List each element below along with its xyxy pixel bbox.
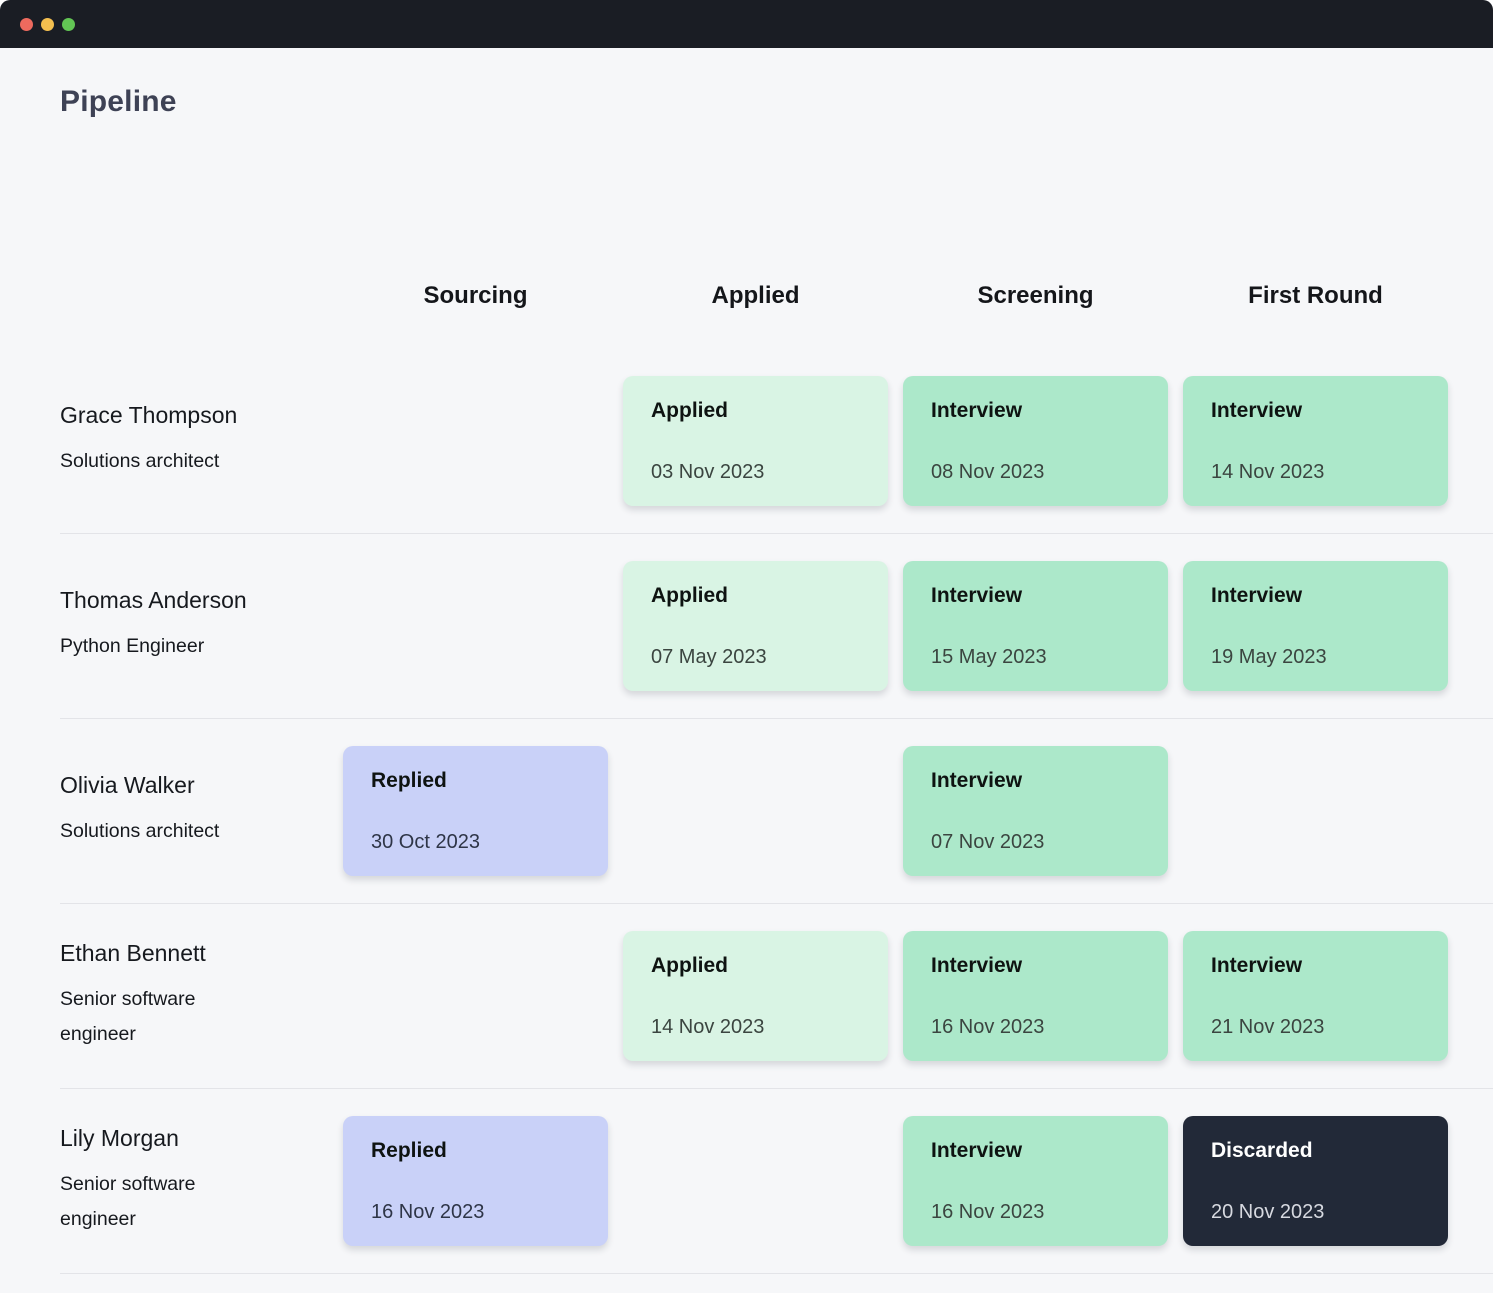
candidate-name: Grace Thompson — [60, 402, 238, 429]
candidate-cell: Lily Morgan Senior software engineer — [60, 1125, 328, 1237]
stage-header-row: Sourcing Applied Screening First Round — [60, 282, 1493, 310]
stage-card-date: 16 Nov 2023 — [931, 1201, 1045, 1223]
candidate-role: Senior software engineer — [60, 1172, 196, 1230]
stage-card-date: 16 Nov 2023 — [371, 1201, 485, 1223]
stage-cell-first-round: Interview 19 May 2023 — [1183, 561, 1448, 691]
stage-cell-applied: Applied 07 May 2023 — [623, 561, 888, 691]
minimize-window-button[interactable] — [41, 17, 54, 31]
candidate-name: Ethan Bennett — [60, 939, 206, 966]
stage-card-status: Interview — [931, 769, 1023, 792]
stage-cell-first-round: Discarded 20 Nov 2023 — [1183, 1116, 1448, 1246]
stage-card-date: 07 May 2023 — [651, 646, 767, 668]
stage-card-status: Replied — [371, 1139, 447, 1162]
stage-card-status: Applied — [651, 584, 728, 607]
stage-card-status: Interview — [931, 399, 1023, 422]
stage-card-date: 30 Oct 2023 — [371, 831, 480, 853]
stage-card[interactable]: Discarded 20 Nov 2023 — [1183, 1116, 1448, 1246]
stage-card-status: Applied — [651, 954, 728, 977]
stage-card-date: 15 May 2023 — [931, 646, 1047, 668]
candidate-column-spacer — [60, 282, 328, 310]
stage-card-status: Discarded — [1211, 1139, 1313, 1162]
candidate-role: Senior software engineer — [60, 987, 196, 1045]
main-content: Pipeline Sourcing Applied Screening Firs… — [0, 48, 1493, 1274]
candidate-cell: Ethan Bennett Senior software engineer — [60, 940, 328, 1052]
pipeline-row: Grace Thompson Solutions architect Appli… — [60, 349, 1493, 534]
stage-card[interactable]: Interview 21 Nov 2023 — [1183, 931, 1448, 1061]
stage-card[interactable]: Interview 14 Nov 2023 — [1183, 376, 1448, 506]
page-title: Pipeline — [60, 85, 177, 118]
stage-card-date: 07 Nov 2023 — [931, 831, 1045, 853]
stage-card-date: 14 Nov 2023 — [651, 1016, 765, 1038]
zoom-window-button[interactable] — [62, 17, 75, 31]
column-header-sourcing: Sourcing — [423, 282, 528, 309]
stage-cell-applied: Applied 03 Nov 2023 — [623, 376, 888, 506]
candidate-name: Lily Morgan — [60, 1124, 179, 1151]
stage-cell-sourcing — [343, 931, 608, 1061]
pipeline-row: Thomas Anderson Python Engineer Applied … — [60, 534, 1493, 719]
pipeline-board: Sourcing Applied Screening First Round G… — [60, 282, 1493, 1274]
stage-cell-sourcing — [343, 561, 608, 691]
close-window-button[interactable] — [20, 17, 33, 31]
pipeline-row: Ethan Bennett Senior software engineer A… — [60, 904, 1493, 1089]
stage-cell-sourcing: Replied 30 Oct 2023 — [343, 746, 608, 876]
candidate-role: Solutions architect — [60, 450, 220, 473]
stage-card[interactable]: Applied 07 May 2023 — [623, 561, 888, 691]
candidate-name: Thomas Anderson — [60, 587, 247, 614]
stage-card-status: Interview — [931, 954, 1023, 977]
traffic-lights — [20, 17, 75, 31]
stage-cell-screening: Interview 15 May 2023 — [903, 561, 1168, 691]
column-header-applied: Applied — [711, 282, 800, 309]
column-header-screening: Screening — [977, 282, 1094, 309]
stage-card[interactable]: Interview 19 May 2023 — [1183, 561, 1448, 691]
stage-cell-screening: Interview 16 Nov 2023 — [903, 931, 1168, 1061]
stage-card-date: 08 Nov 2023 — [931, 461, 1045, 483]
stage-card[interactable]: Applied 03 Nov 2023 — [623, 376, 888, 506]
stage-card-status: Interview — [1211, 584, 1303, 607]
stage-cell-applied — [623, 746, 888, 876]
candidate-cell: Thomas Anderson Python Engineer — [60, 587, 328, 664]
stage-cell-sourcing: Replied 16 Nov 2023 — [343, 1116, 608, 1246]
stage-card-status: Applied — [651, 399, 728, 422]
stage-cell-sourcing — [343, 376, 608, 506]
stage-card[interactable]: Replied 30 Oct 2023 — [343, 746, 608, 876]
stage-card-date: 03 Nov 2023 — [651, 461, 765, 483]
stage-card[interactable]: Interview 07 Nov 2023 — [903, 746, 1168, 876]
stage-card[interactable]: Applied 14 Nov 2023 — [623, 931, 888, 1061]
stage-card-date: 14 Nov 2023 — [1211, 461, 1325, 483]
stage-card-date: 19 May 2023 — [1211, 646, 1327, 668]
pipeline-row: Lily Morgan Senior software engineer Rep… — [60, 1089, 1493, 1274]
stage-card[interactable]: Interview 15 May 2023 — [903, 561, 1168, 691]
candidate-cell: Olivia Walker Solutions architect — [60, 772, 328, 849]
stage-card-status: Interview — [1211, 954, 1303, 977]
stage-card[interactable]: Replied 16 Nov 2023 — [343, 1116, 608, 1246]
stage-cell-screening: Interview 16 Nov 2023 — [903, 1116, 1168, 1246]
stage-cell-first-round: Interview 21 Nov 2023 — [1183, 931, 1448, 1061]
stage-card[interactable]: Interview 08 Nov 2023 — [903, 376, 1168, 506]
stage-cell-applied — [623, 1116, 888, 1246]
stage-cell-screening: Interview 07 Nov 2023 — [903, 746, 1168, 876]
pipeline-rows: Grace Thompson Solutions architect Appli… — [60, 349, 1493, 1274]
stage-cell-first-round — [1183, 746, 1448, 876]
candidate-role: Solutions architect — [60, 820, 220, 843]
pipeline-row: Olivia Walker Solutions architect Replie… — [60, 719, 1493, 904]
stage-cell-first-round: Interview 14 Nov 2023 — [1183, 376, 1448, 506]
stage-card-date: 20 Nov 2023 — [1211, 1201, 1325, 1223]
candidate-cell: Grace Thompson Solutions architect — [60, 402, 328, 479]
stage-cell-applied: Applied 14 Nov 2023 — [623, 931, 888, 1061]
stage-card-date: 16 Nov 2023 — [931, 1016, 1045, 1038]
window-titlebar — [0, 0, 1493, 48]
stage-card-status: Interview — [931, 1139, 1023, 1162]
stage-card[interactable]: Interview 16 Nov 2023 — [903, 1116, 1168, 1246]
stage-card-date: 21 Nov 2023 — [1211, 1016, 1325, 1038]
stage-card-status: Interview — [1211, 399, 1303, 422]
stage-card[interactable]: Interview 16 Nov 2023 — [903, 931, 1168, 1061]
column-header-first-round: First Round — [1248, 282, 1383, 309]
candidate-role: Python Engineer — [60, 635, 205, 658]
candidate-name: Olivia Walker — [60, 772, 195, 799]
stage-card-status: Interview — [931, 584, 1023, 607]
stage-card-status: Replied — [371, 769, 447, 792]
stage-cell-screening: Interview 08 Nov 2023 — [903, 376, 1168, 506]
